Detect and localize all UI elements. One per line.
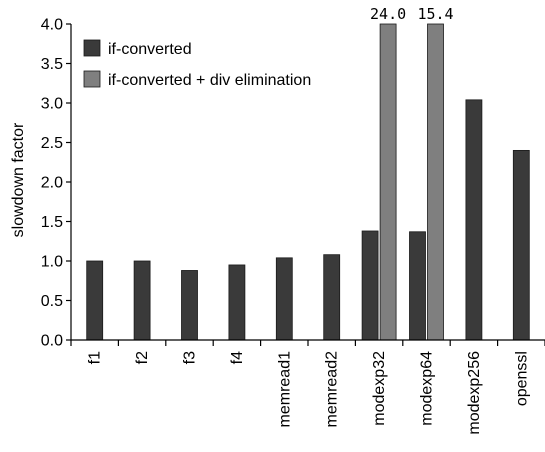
- bar-div-elimination: [379, 23, 397, 341]
- y-tick-label: 3.0: [41, 96, 63, 113]
- x-tick-label: modexp256: [466, 351, 483, 435]
- x-tick-label: f1: [87, 351, 104, 364]
- bar-overflow-label: 15.4: [417, 5, 453, 23]
- y-tick-label: 1.0: [41, 254, 63, 271]
- x-tick-label: f3: [182, 351, 199, 364]
- y-tick-label: 3.5: [41, 56, 63, 73]
- bars-group: [86, 23, 530, 341]
- x-tick-label: f4: [229, 351, 246, 364]
- y-ticks-group: 0.0 0.5 1.0 1.5 2.0 2.5 3.0 3.5 4.0: [41, 17, 71, 350]
- legend-swatch: [83, 70, 101, 88]
- overflow-labels-group: 24.0 15.4: [370, 5, 454, 23]
- legend-swatch: [83, 39, 101, 57]
- y-axis-title: slowdown factor: [10, 122, 27, 237]
- x-tick-label: memread1: [276, 351, 293, 428]
- y-tick-label: 2.5: [41, 135, 63, 152]
- bar-if-converted: [275, 257, 293, 341]
- bar-if-converted: [86, 260, 104, 341]
- bar-if-converted: [512, 149, 530, 341]
- x-tick-label: f2: [134, 351, 151, 364]
- y-tick-label: 0.5: [41, 293, 63, 310]
- bar-if-converted: [133, 260, 151, 341]
- bar-div-elimination: [427, 23, 444, 341]
- y-tick-label: 4.0: [41, 17, 63, 34]
- y-tick-label: 1.5: [41, 214, 63, 231]
- y-tick-label: 2.0: [41, 175, 63, 192]
- x-tick-label: modexp32: [371, 351, 388, 426]
- x-tick-label: memread2: [324, 351, 341, 428]
- bar-if-converted: [228, 264, 246, 341]
- bar-if-converted: [323, 254, 341, 341]
- y-tick-label: 0.0: [41, 333, 63, 350]
- legend-label: if-converted: [108, 41, 192, 58]
- x-tick-label: modexp64: [419, 351, 436, 426]
- bar-overflow-label: 24.0: [370, 5, 406, 23]
- bar-if-converted: [181, 270, 198, 341]
- x-ticks-group: f1 f2 f3 f4 memread1 memread2 modexp32 modexp64…: [70, 340, 545, 435]
- legend: if-converted if-converted + div eliminati…: [83, 39, 311, 89]
- x-tick-label: openssl: [513, 351, 530, 406]
- bar-if-converted: [465, 99, 483, 341]
- bar-if-converted: [361, 230, 379, 341]
- bar-if-converted: [409, 231, 426, 341]
- legend-label: if-converted + div elimination: [108, 72, 311, 89]
